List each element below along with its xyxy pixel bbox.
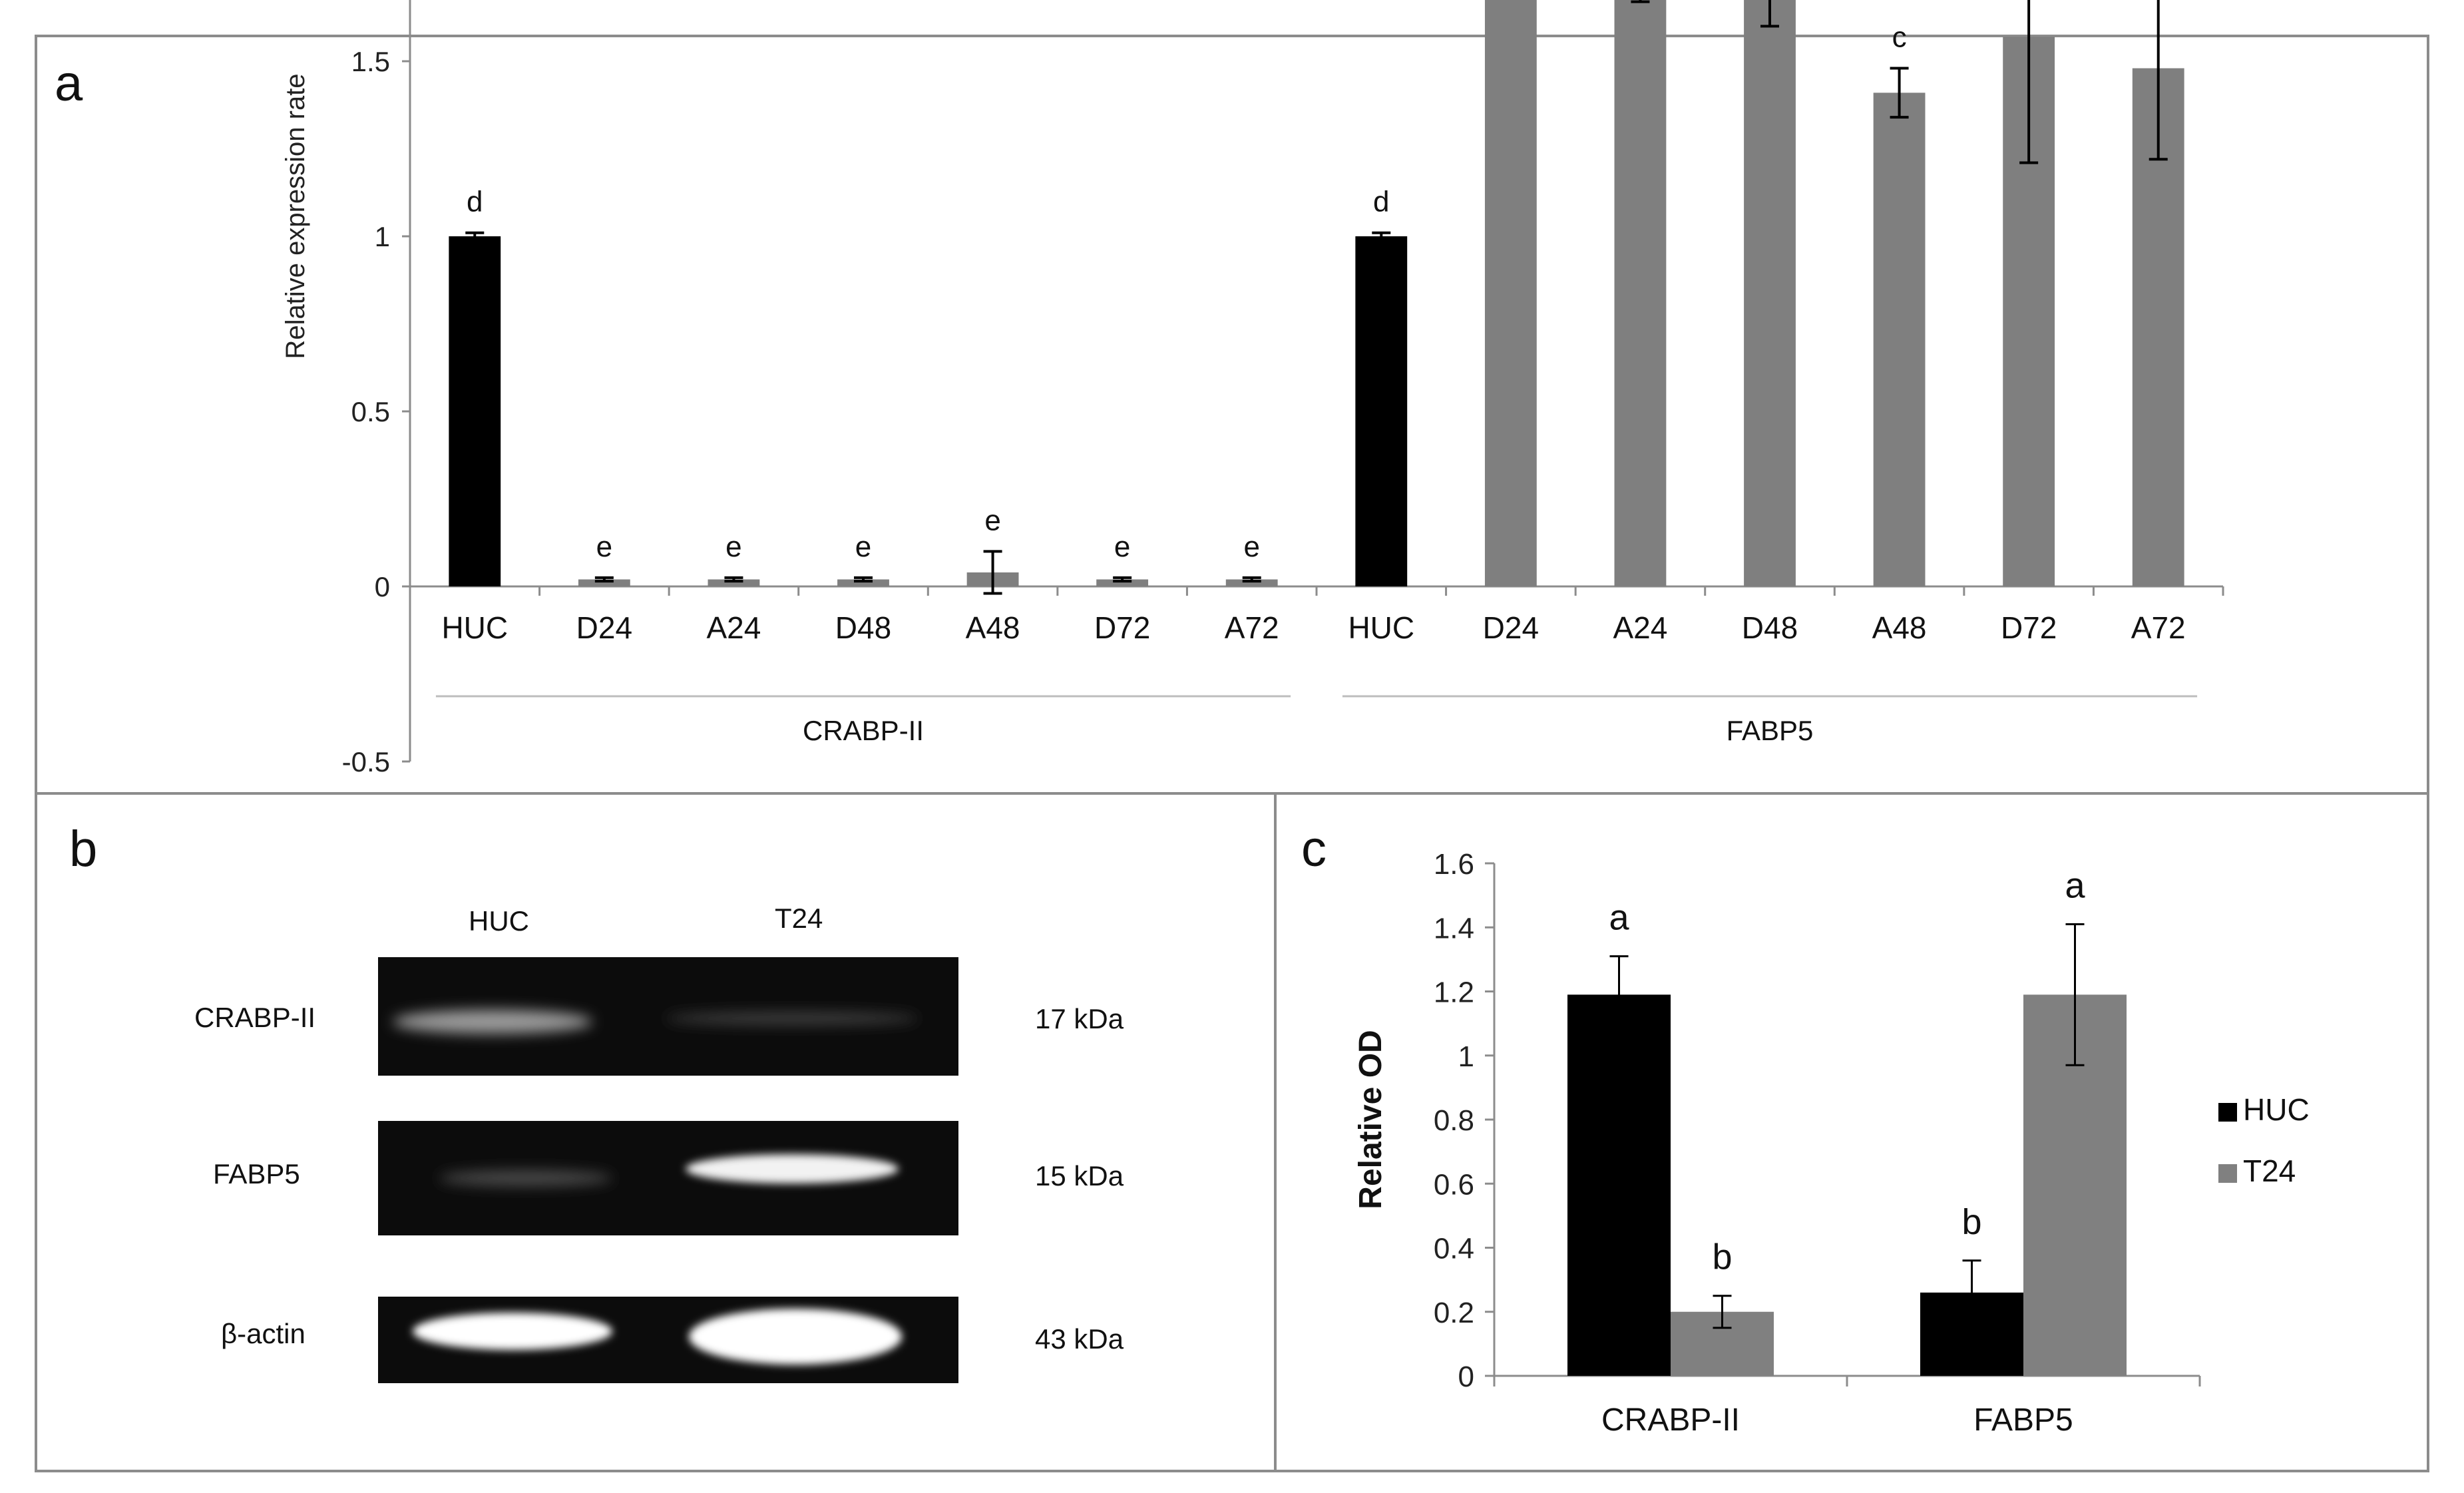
x-tick-label: D24 (576, 610, 632, 645)
y-tick-label: 0 (375, 571, 390, 602)
legend-swatch (2218, 1103, 2237, 1122)
x-tick-label: FABP5 (1973, 1402, 2073, 1438)
bar (1614, 0, 1667, 587)
group-label: CRABP-II (803, 715, 924, 746)
bar (1096, 579, 1149, 586)
panel-label-a: a (55, 55, 83, 112)
bar (578, 579, 630, 586)
band-fabp5-huc (439, 1170, 612, 1186)
blot-column-huc: HUC (469, 905, 529, 937)
x-tick-label: HUC (1348, 610, 1414, 645)
band-crabp-t24 (666, 1012, 919, 1025)
y-axis-title: Relative OD (1353, 1030, 1388, 1209)
x-tick-label: D48 (1742, 610, 1798, 645)
band-fabp5-t24 (686, 1154, 899, 1183)
y-tick-label: 0.5 (351, 396, 390, 427)
bar (837, 579, 889, 586)
x-tick-label: A24 (706, 610, 761, 645)
bar (708, 579, 760, 586)
legend-label: HUC (2243, 1092, 2310, 1127)
x-tick-label: A72 (2131, 610, 2186, 645)
y-tick-label: 1.4 (1434, 912, 1474, 945)
blot-column-t24: T24 (775, 903, 823, 934)
band-crabp-huc (393, 1010, 592, 1034)
x-tick-label: A48 (1872, 610, 1927, 645)
x-tick-label: CRABP-II (1601, 1402, 1740, 1438)
bar (1567, 994, 1671, 1376)
panel-divider-vertical (1274, 792, 1277, 1472)
bar (449, 236, 501, 586)
legend-swatch (2218, 1164, 2237, 1183)
y-tick-label: 1.2 (1434, 976, 1474, 1009)
x-tick-label: D48 (835, 610, 891, 645)
y-tick-label: 1.6 (1434, 848, 1474, 881)
x-tick-label: A24 (1613, 610, 1667, 645)
significance-letter: e (855, 531, 871, 563)
y-tick-label: -0.5 (342, 746, 390, 777)
y-tick-label: 0.2 (1434, 1297, 1474, 1329)
panel-divider-horizontal (35, 792, 2429, 795)
figure-frame (35, 35, 2429, 1472)
significance-letter: a (2065, 865, 2085, 905)
panel-label-b: b (69, 821, 98, 877)
y-tick-label: 0 (1458, 1361, 1474, 1393)
blot-row-label-crabp: CRABP-II (194, 1002, 316, 1033)
significance-letter: e (725, 531, 741, 563)
significance-letter: e (1114, 531, 1130, 563)
group-label: FABP5 (1727, 715, 1814, 746)
significance-letter: d (1373, 186, 1389, 218)
bar (1225, 579, 1278, 586)
significance-letter: e (596, 531, 612, 563)
y-axis-title: Relative expression rate (281, 73, 310, 359)
significance-letter: d (467, 186, 483, 218)
y-tick-label: 1.5 (351, 46, 390, 77)
legend-label: T24 (2243, 1154, 2296, 1188)
blot-size-crabp: 17 kDa (1035, 1003, 1124, 1034)
y-tick-label: 0.6 (1434, 1168, 1474, 1201)
significance-letter: e (1243, 531, 1259, 563)
significance-letter: b (1712, 1237, 1732, 1277)
x-tick-label: A48 (966, 610, 1020, 645)
bar (1484, 0, 1537, 586)
y-tick-label: 1 (375, 221, 390, 252)
band-actin-t24 (689, 1309, 902, 1365)
bar (1744, 0, 1796, 586)
significance-letter: c (1892, 21, 1907, 54)
x-tick-label: A72 (1225, 610, 1279, 645)
band-actin-huc (413, 1313, 612, 1350)
blot-row-label-fabp5: FABP5 (213, 1158, 300, 1189)
x-tick-label: HUC (441, 610, 508, 645)
blot-size-actin: 43 kDa (1035, 1323, 1124, 1355)
blot-row-label-actin: β-actin (221, 1318, 306, 1349)
x-tick-label: D24 (1483, 610, 1539, 645)
significance-letter: b (1961, 1202, 1981, 1242)
significance-letter: a (1609, 898, 1629, 938)
y-tick-label: 1 (1458, 1040, 1474, 1073)
y-tick-label: 0.8 (1434, 1104, 1474, 1137)
blot-size-fabp5: 15 kDa (1035, 1160, 1124, 1191)
blot-image (378, 957, 958, 1383)
bar (1873, 93, 1926, 587)
panel-label-c: c (1301, 821, 1327, 877)
bar (1355, 236, 1408, 586)
y-tick-label: 0.4 (1434, 1233, 1474, 1265)
x-tick-label: D72 (2001, 610, 2057, 645)
significance-letter: e (984, 504, 1000, 536)
x-tick-label: D72 (1094, 610, 1150, 645)
